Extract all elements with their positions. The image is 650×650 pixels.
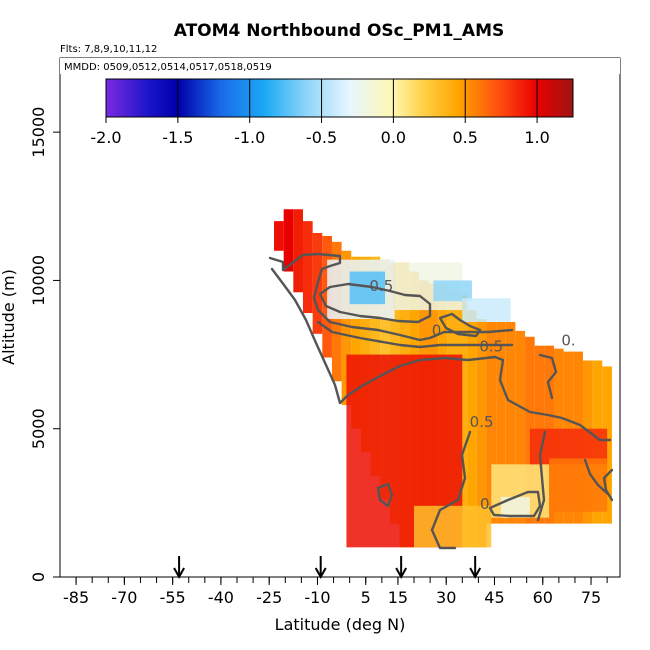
- y-axis: 0 5000 10000 15000: [29, 107, 60, 582]
- contour-label: 0: [480, 495, 490, 513]
- heatmap-cell: [467, 310, 477, 548]
- dates-text: MMDD: 0509,0512,0514,0517,0518,0519: [64, 62, 272, 73]
- x-tick-label: 45: [484, 588, 504, 607]
- contour-line-05-right: [498, 358, 612, 442]
- colorbar-tick-label: -1.0: [234, 128, 265, 147]
- contour-label: 0.5: [470, 413, 494, 431]
- x-tick-label: -10: [304, 588, 330, 607]
- colorbar-tick-label: 0.0: [381, 128, 406, 147]
- colorbar-rect: [105, 78, 574, 118]
- colorbar-tick-label: -2.0: [90, 128, 121, 147]
- heatmap-cell: [360, 256, 371, 453]
- heatmap-cell: [505, 321, 516, 524]
- heatmap-cell: [283, 209, 294, 272]
- heatmap-cell: [486, 321, 497, 524]
- chart-title: ATOM4 Northbound OSc_PM1_AMS: [174, 21, 505, 41]
- y-tick-label: 5000: [29, 408, 48, 449]
- y-tick-label: 0: [29, 572, 48, 582]
- flight-arrow-head: [173, 567, 185, 580]
- contour-labels: -0.5 0 0.5 0. 0.5 0: [364, 277, 576, 513]
- contour-line-neg05-small: [438, 312, 482, 338]
- contour-lines: [268, 252, 614, 550]
- contour-line-neg05: [318, 282, 432, 324]
- contour-line-0-bottom-island: [488, 490, 542, 518]
- heatmap-cell: [351, 256, 361, 429]
- colorbar-ticks: -2.0 -1.5 -1.0 -0.5 0.0 0.5 1.0: [90, 79, 573, 147]
- colorbar-tick-label: -1.5: [162, 128, 193, 147]
- heatmap-feature: [433, 280, 472, 302]
- heatmap-feature: [500, 496, 530, 518]
- heatmap-cell: [515, 330, 526, 524]
- heatmap-cell: [302, 221, 313, 314]
- x-tick-label: 75: [581, 588, 601, 607]
- flight-arrow: [395, 556, 408, 580]
- heatmap-cell: [293, 209, 303, 293]
- colorbar-tick-label: 1.0: [524, 128, 549, 147]
- x-tick-label: -55: [160, 588, 186, 607]
- heatmap-cell: [341, 250, 352, 405]
- flight-arrow: [173, 556, 185, 580]
- contour-line-0-left: [268, 252, 514, 342]
- contour-line-05-lower-right: [536, 430, 547, 522]
- heatmap-feature: [414, 505, 492, 548]
- flight-arrow-head: [469, 567, 482, 580]
- heatmap-field: [274, 209, 612, 548]
- contour-label: 0.5: [479, 338, 503, 356]
- flight-arrow-head: [395, 567, 408, 580]
- heatmap-cell: [496, 321, 506, 524]
- flight-arrows: [173, 556, 482, 580]
- heatmap-feature: [462, 298, 511, 322]
- flight-arrow: [469, 556, 482, 580]
- x-axis-label: Latitude (deg N): [275, 615, 406, 634]
- contour-line-0-lower: [316, 320, 514, 349]
- x-tick-label: -40: [208, 588, 234, 607]
- contour-line-05-lower: [430, 430, 472, 550]
- x-tick-label: 15: [388, 588, 408, 607]
- x-tick-label: -85: [63, 588, 89, 607]
- y-tick-label: 10000: [29, 255, 48, 306]
- x-tick-label: 60: [533, 588, 553, 607]
- heatmap-cell: [476, 318, 487, 548]
- x-tick-label: 30: [436, 588, 456, 607]
- flights-text: Flts: 7,8,9,10,11,12: [60, 44, 157, 55]
- x-tick-label: 5: [361, 588, 371, 607]
- contour-label: 0.: [561, 332, 575, 350]
- x-tick-label: -25: [256, 588, 282, 607]
- heatmap-cell: [274, 221, 284, 251]
- contour-line-05-right-loop: [538, 353, 558, 400]
- flight-arrow-head: [314, 567, 327, 580]
- y-tick-label: 15000: [29, 107, 48, 158]
- colorbar-tick-label: -0.5: [306, 128, 337, 147]
- flight-arrow: [314, 556, 327, 580]
- contour-line-small-loop: [376, 482, 394, 508]
- contour-label: 0: [432, 321, 442, 339]
- contour-label: -0.5: [364, 277, 393, 295]
- dates-box: [60, 58, 620, 74]
- colorbar: MMDD: 0509,0512,0514,0517,0518,0519 -2.0…: [60, 58, 620, 147]
- contour-line-05-far-right: [583, 458, 610, 496]
- y-axis-label: Altitude (m): [0, 269, 18, 365]
- x-axis: -85 -70 -55 -40 -25 -10 5 15 30 45 60 75: [63, 577, 608, 607]
- contour-line-05-main: [270, 267, 505, 405]
- contour-line-right-edge: [602, 468, 614, 502]
- colorbar-tick-label: 0.5: [453, 128, 478, 147]
- x-tick-label: -70: [111, 588, 137, 607]
